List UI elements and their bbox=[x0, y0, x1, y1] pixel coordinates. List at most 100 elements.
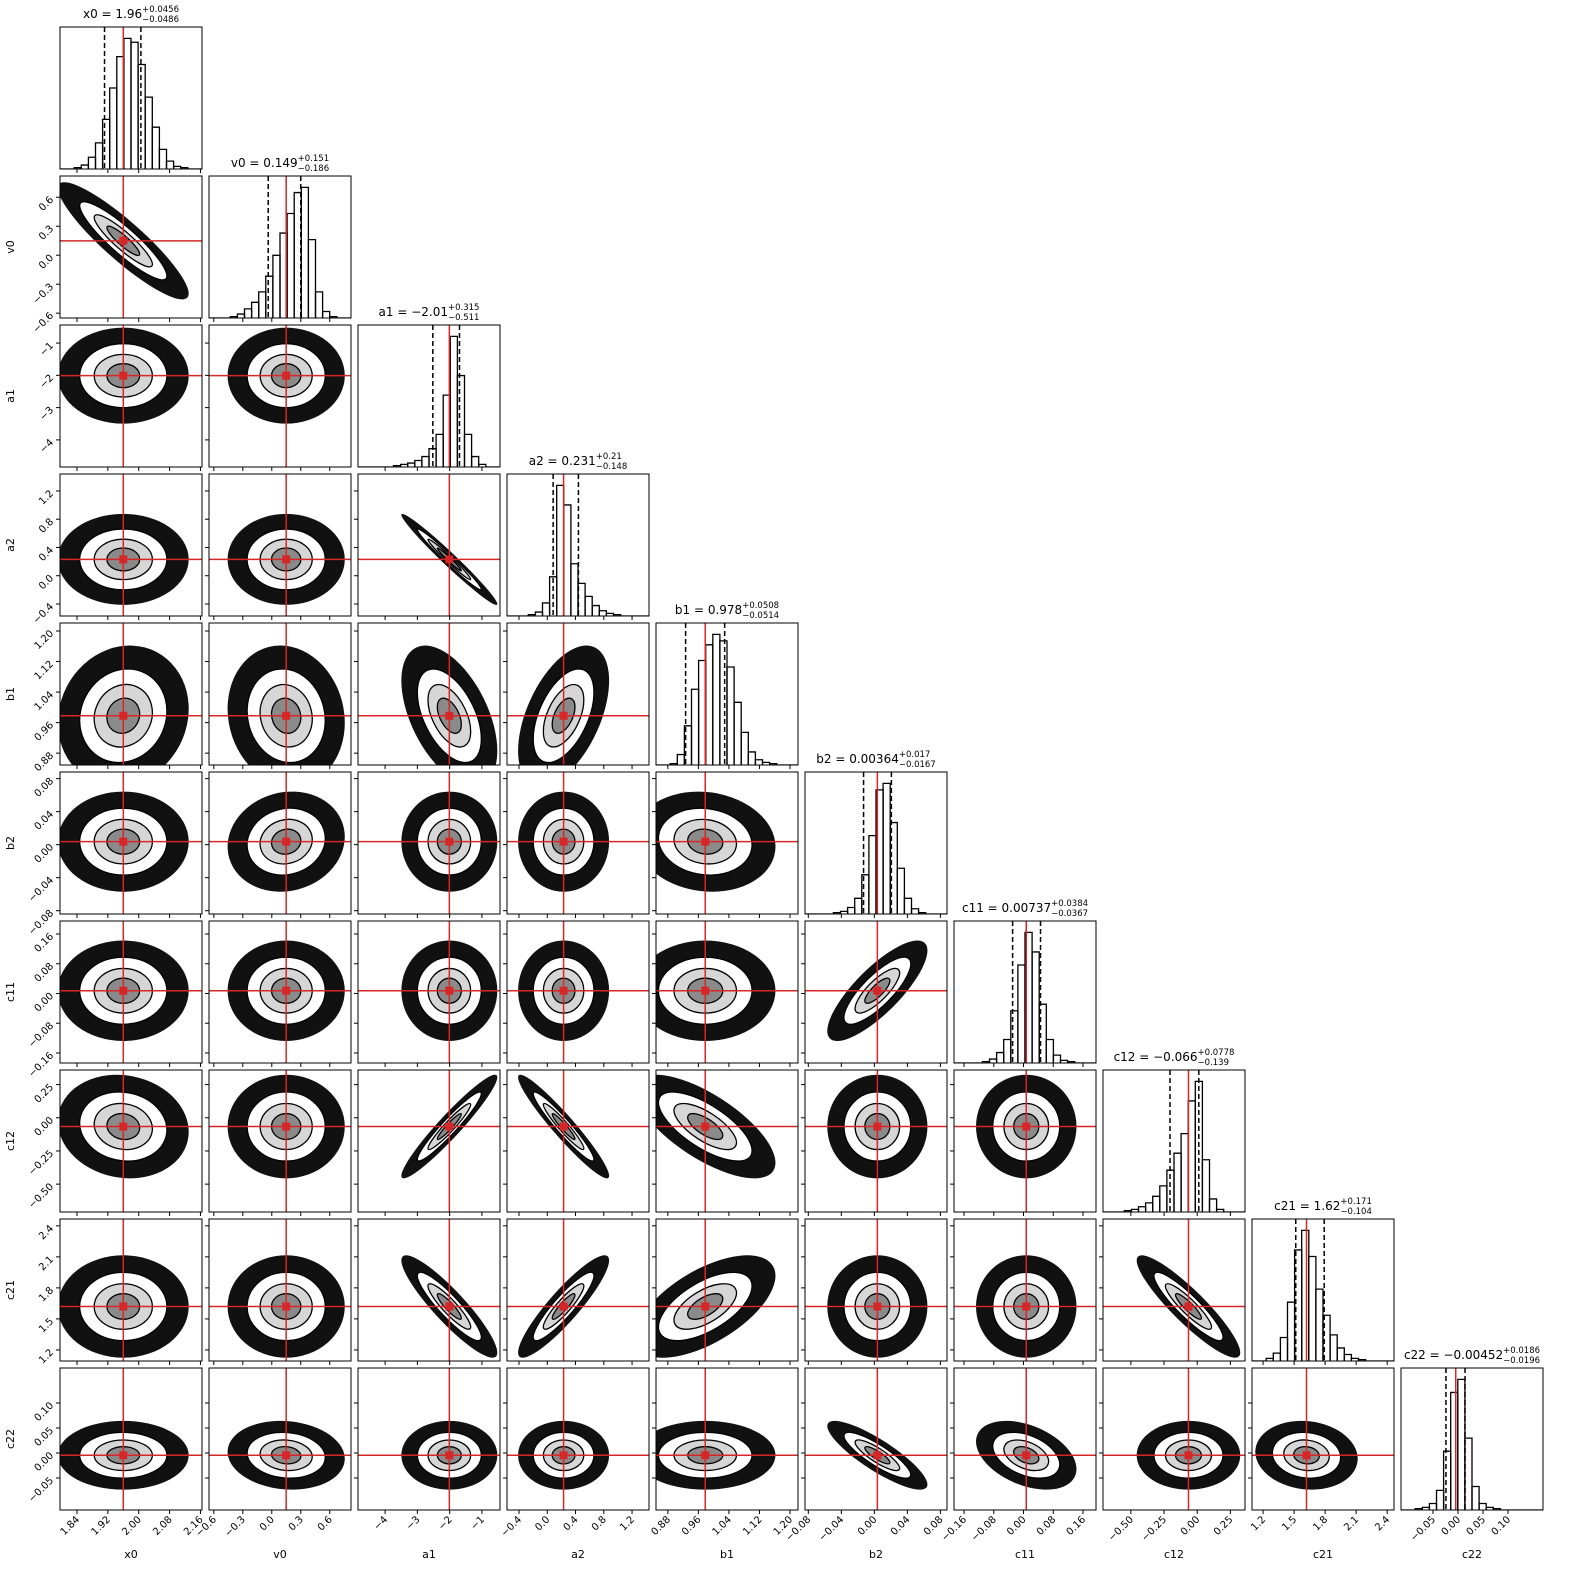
x-tick-label: −1 bbox=[469, 1514, 487, 1532]
panel bbox=[954, 1070, 1096, 1212]
panel bbox=[60, 1219, 202, 1361]
title-minus: −0.511 bbox=[448, 313, 479, 323]
hist-bin bbox=[80, 164, 90, 169]
title-minus: −0.0196 bbox=[1503, 1356, 1540, 1366]
y-axis-label: b1 bbox=[4, 687, 17, 701]
title-main: c12 = −0.066 bbox=[1114, 1050, 1198, 1064]
x-tick-label: −2 bbox=[437, 1514, 455, 1532]
y-tick-label: 0.00 bbox=[33, 1450, 57, 1474]
y-tick-label: −0.16 bbox=[27, 1050, 56, 1079]
panel bbox=[358, 474, 500, 616]
hist-bin bbox=[123, 37, 132, 169]
title-plus: +0.315 bbox=[448, 303, 479, 313]
hist-bin bbox=[1003, 1038, 1012, 1063]
panel-frame bbox=[804, 1367, 948, 1511]
x-axis-label: x0 bbox=[124, 1548, 138, 1561]
truth-point bbox=[282, 1302, 291, 1311]
panel-frame bbox=[59, 1069, 203, 1213]
y-tick-label: −0.05 bbox=[27, 1475, 56, 1504]
truth-point bbox=[873, 1122, 882, 1131]
hist-bin bbox=[591, 604, 600, 616]
panel bbox=[656, 1070, 798, 1212]
panel bbox=[805, 1219, 947, 1361]
hist-bin bbox=[740, 731, 749, 765]
truth-point bbox=[1302, 1451, 1311, 1460]
hist-bin bbox=[726, 666, 735, 765]
hist-bin bbox=[137, 63, 146, 169]
panel bbox=[358, 1070, 500, 1212]
y-tick-label: −0.08 bbox=[27, 908, 56, 937]
hist-bin bbox=[1308, 1255, 1317, 1361]
hist-bin bbox=[109, 87, 118, 169]
x-tick-label: 0.88 bbox=[649, 1514, 673, 1538]
truth-point bbox=[445, 986, 454, 995]
truth-point bbox=[559, 1302, 568, 1311]
hist-bin bbox=[314, 291, 324, 318]
hist-bin bbox=[1336, 1347, 1345, 1361]
y-axis-label: c21 bbox=[4, 1280, 17, 1300]
panel-frame bbox=[804, 771, 948, 915]
x-tick-label: 0.08 bbox=[1035, 1514, 1059, 1538]
panel-title: b2 = 0.00364+0.017 −0.0167 bbox=[816, 750, 935, 770]
hist-bin bbox=[910, 908, 920, 914]
hist-bin bbox=[719, 640, 728, 765]
x-axis-label: c21 bbox=[1313, 1548, 1333, 1561]
truth-point bbox=[445, 711, 454, 720]
title-main: b2 = 0.00364 bbox=[816, 752, 899, 766]
x-tick-label: 0.05 bbox=[1465, 1514, 1489, 1538]
hist-bin bbox=[541, 602, 551, 616]
truth-point bbox=[282, 986, 291, 995]
panel-frame bbox=[953, 1367, 1097, 1511]
y-tick-label: −0.4 bbox=[31, 601, 56, 626]
truth-point bbox=[119, 371, 128, 380]
panel-frame bbox=[59, 324, 203, 468]
hist-bin bbox=[87, 156, 97, 169]
truth-point bbox=[1184, 1302, 1193, 1311]
panel bbox=[209, 772, 351, 914]
panel-frame bbox=[208, 1367, 352, 1511]
panel bbox=[60, 27, 202, 169]
hist-bin bbox=[584, 595, 593, 616]
hist-bin bbox=[1045, 1038, 1055, 1063]
x-tick-label: 1.84 bbox=[59, 1514, 83, 1538]
panel-frame bbox=[1251, 1218, 1395, 1362]
x-tick-label: −0.50 bbox=[1107, 1514, 1136, 1543]
panel bbox=[209, 474, 351, 616]
y-tick-label: −0.50 bbox=[27, 1181, 56, 1210]
panel-frame bbox=[357, 1069, 501, 1213]
title-plus: +0.151 bbox=[298, 154, 329, 164]
panel bbox=[60, 474, 202, 616]
title-plus: +0.171 bbox=[1340, 1197, 1371, 1207]
panel bbox=[358, 921, 500, 1063]
panel-title: c11 = 0.00737+0.0384 −0.0367 bbox=[962, 899, 1088, 919]
panel-frame bbox=[1251, 1367, 1395, 1511]
hist-bin bbox=[1471, 1485, 1480, 1510]
panel-frame bbox=[59, 26, 203, 170]
x-tick-label: 0.00 bbox=[1440, 1514, 1464, 1538]
panel-frame bbox=[208, 473, 352, 617]
title-main: c11 = 0.00737 bbox=[962, 901, 1051, 915]
x-axis-label: c11 bbox=[1015, 1548, 1035, 1561]
x-tick-label: −0.25 bbox=[1140, 1514, 1169, 1543]
panel-frame bbox=[1102, 1069, 1246, 1213]
panel-title: a1 = −2.01+0.315 −0.511 bbox=[379, 303, 480, 323]
hist-bin bbox=[449, 335, 459, 467]
hist-bin bbox=[435, 433, 444, 467]
y-tick-label: −0.25 bbox=[27, 1148, 56, 1177]
panel bbox=[507, 1219, 649, 1361]
title-plus: +0.0508 bbox=[742, 601, 779, 611]
x-tick-label: 0.00 bbox=[1179, 1514, 1203, 1538]
y-tick-label: −0.08 bbox=[27, 1021, 56, 1050]
hist-bin bbox=[768, 763, 778, 765]
panel bbox=[209, 1219, 351, 1361]
panel-title: v0 = 0.149+0.151 −0.186 bbox=[231, 154, 329, 174]
hist-bin bbox=[733, 701, 742, 765]
title-main: c21 = 1.62 bbox=[1274, 1199, 1340, 1213]
hist-bin bbox=[1201, 1159, 1211, 1212]
x-tick-label: 1.5 bbox=[1280, 1514, 1299, 1533]
y-tick-label: 0.00 bbox=[33, 842, 57, 866]
x-tick-label: −0.04 bbox=[817, 1514, 846, 1543]
hist-bin bbox=[94, 142, 104, 169]
truth-point bbox=[282, 555, 291, 564]
x-tick-label: 0.00 bbox=[856, 1514, 880, 1538]
